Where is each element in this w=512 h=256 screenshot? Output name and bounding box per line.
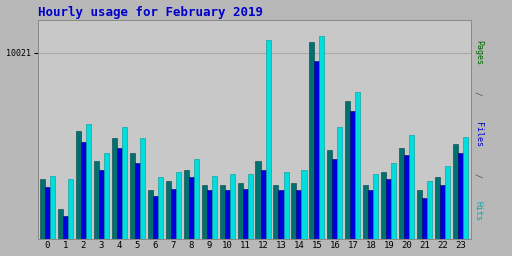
Bar	[435, 177, 440, 239]
Bar	[364, 185, 368, 239]
Bar	[458, 153, 463, 239]
Bar	[463, 137, 468, 239]
Bar	[99, 170, 104, 239]
Bar	[399, 148, 404, 239]
Text: /: /	[474, 86, 483, 101]
Bar	[319, 36, 325, 239]
Bar	[40, 179, 45, 239]
Bar	[229, 174, 234, 239]
Bar	[417, 190, 422, 239]
Bar	[211, 176, 217, 239]
Bar	[409, 135, 414, 239]
Bar	[284, 172, 289, 239]
Bar	[302, 170, 307, 239]
Bar	[207, 190, 211, 239]
Bar	[225, 190, 229, 239]
Bar	[220, 185, 225, 239]
Text: Hourly usage for February 2019: Hourly usage for February 2019	[37, 6, 263, 18]
Bar	[130, 153, 135, 239]
Bar	[202, 185, 207, 239]
Text: Files: Files	[474, 122, 483, 147]
Bar	[68, 179, 73, 239]
Bar	[135, 163, 140, 239]
Bar	[309, 42, 314, 239]
Bar	[391, 163, 396, 239]
Bar	[261, 170, 266, 239]
Bar	[404, 155, 409, 239]
Bar	[158, 177, 163, 239]
Bar	[332, 159, 337, 239]
Bar	[140, 138, 145, 239]
Bar	[381, 172, 387, 239]
Bar	[445, 166, 450, 239]
Bar	[194, 159, 199, 239]
Bar	[63, 216, 68, 239]
Bar	[248, 174, 252, 239]
Bar	[387, 179, 391, 239]
Bar	[86, 124, 91, 239]
Bar	[346, 101, 350, 239]
Bar	[279, 190, 284, 239]
Bar	[76, 131, 81, 239]
Bar	[184, 170, 188, 239]
Bar	[355, 92, 360, 239]
Bar	[166, 181, 170, 239]
Bar	[440, 185, 445, 239]
Bar	[296, 190, 302, 239]
Bar	[238, 183, 243, 239]
Bar	[314, 60, 319, 239]
Bar	[122, 127, 127, 239]
Bar	[58, 209, 63, 239]
Bar	[337, 127, 343, 239]
Bar	[188, 177, 194, 239]
Bar	[176, 172, 181, 239]
Bar	[291, 183, 296, 239]
Bar	[428, 181, 432, 239]
Bar	[104, 153, 109, 239]
Bar	[255, 161, 261, 239]
Bar	[81, 142, 86, 239]
Bar	[373, 174, 378, 239]
Bar	[112, 138, 117, 239]
Text: Pages: Pages	[474, 40, 483, 65]
Bar	[266, 40, 270, 239]
Bar	[147, 190, 153, 239]
Text: /: /	[474, 168, 483, 183]
Bar	[117, 148, 122, 239]
Bar	[170, 189, 176, 239]
Bar	[273, 185, 279, 239]
Bar	[45, 187, 50, 239]
Bar	[94, 161, 99, 239]
Bar	[422, 198, 428, 239]
Bar	[350, 111, 355, 239]
Bar	[243, 189, 248, 239]
Bar	[368, 190, 373, 239]
Bar	[453, 144, 458, 239]
Bar	[327, 150, 332, 239]
Bar	[50, 176, 55, 239]
Bar	[153, 196, 158, 239]
Text: Hits: Hits	[474, 201, 483, 221]
